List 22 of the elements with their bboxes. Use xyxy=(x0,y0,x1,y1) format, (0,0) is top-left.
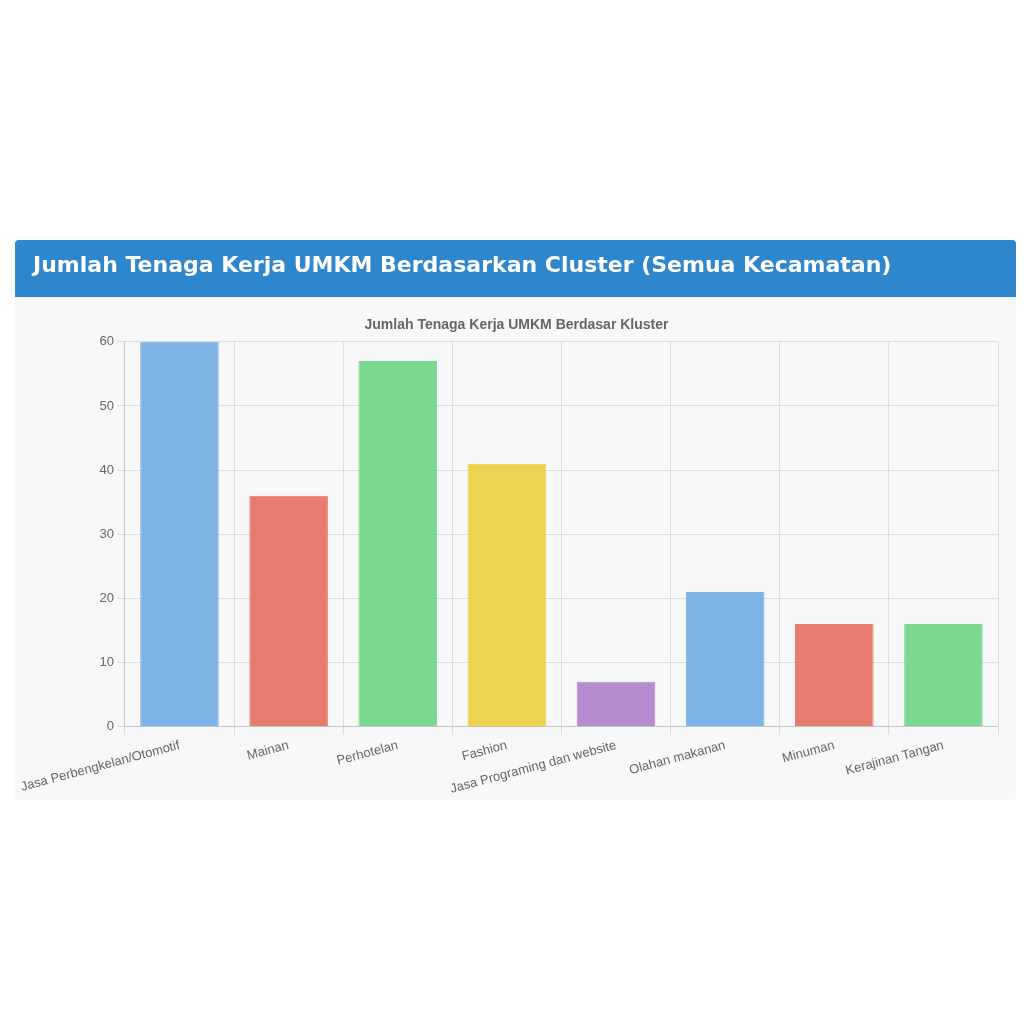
y-tick-label: 50 xyxy=(99,397,114,413)
x-tick-label: Kerajinan Tangan xyxy=(843,737,946,778)
x-tick-label: Fashion xyxy=(460,737,509,764)
bar xyxy=(358,361,438,727)
bar xyxy=(576,681,656,727)
chart-subtitle: Jumlah Tenaga Kerja UMKM Berdasar Kluster xyxy=(364,316,670,333)
y-tick-label: 10 xyxy=(99,654,114,670)
y-tick-label: 20 xyxy=(99,589,114,605)
y-tick-label: 0 xyxy=(106,718,114,734)
x-tick-label: Olahan makanan xyxy=(627,737,727,778)
bar xyxy=(904,623,983,727)
y-tick-label: 60 xyxy=(99,333,114,349)
y-tick-label: 40 xyxy=(99,461,114,477)
x-tick-label: Minuman xyxy=(780,737,836,766)
bar xyxy=(249,495,328,727)
bar xyxy=(140,341,219,727)
bar xyxy=(467,463,547,727)
bar xyxy=(795,623,874,727)
chart-title: Jumlah Tenaga Kerja UMKM Berdasarkan Cluster (Semua Kecamatan) xyxy=(15,240,1016,297)
y-tick-label: 30 xyxy=(99,525,114,541)
bar xyxy=(685,591,765,727)
x-tick-label: Mainan xyxy=(245,737,291,763)
